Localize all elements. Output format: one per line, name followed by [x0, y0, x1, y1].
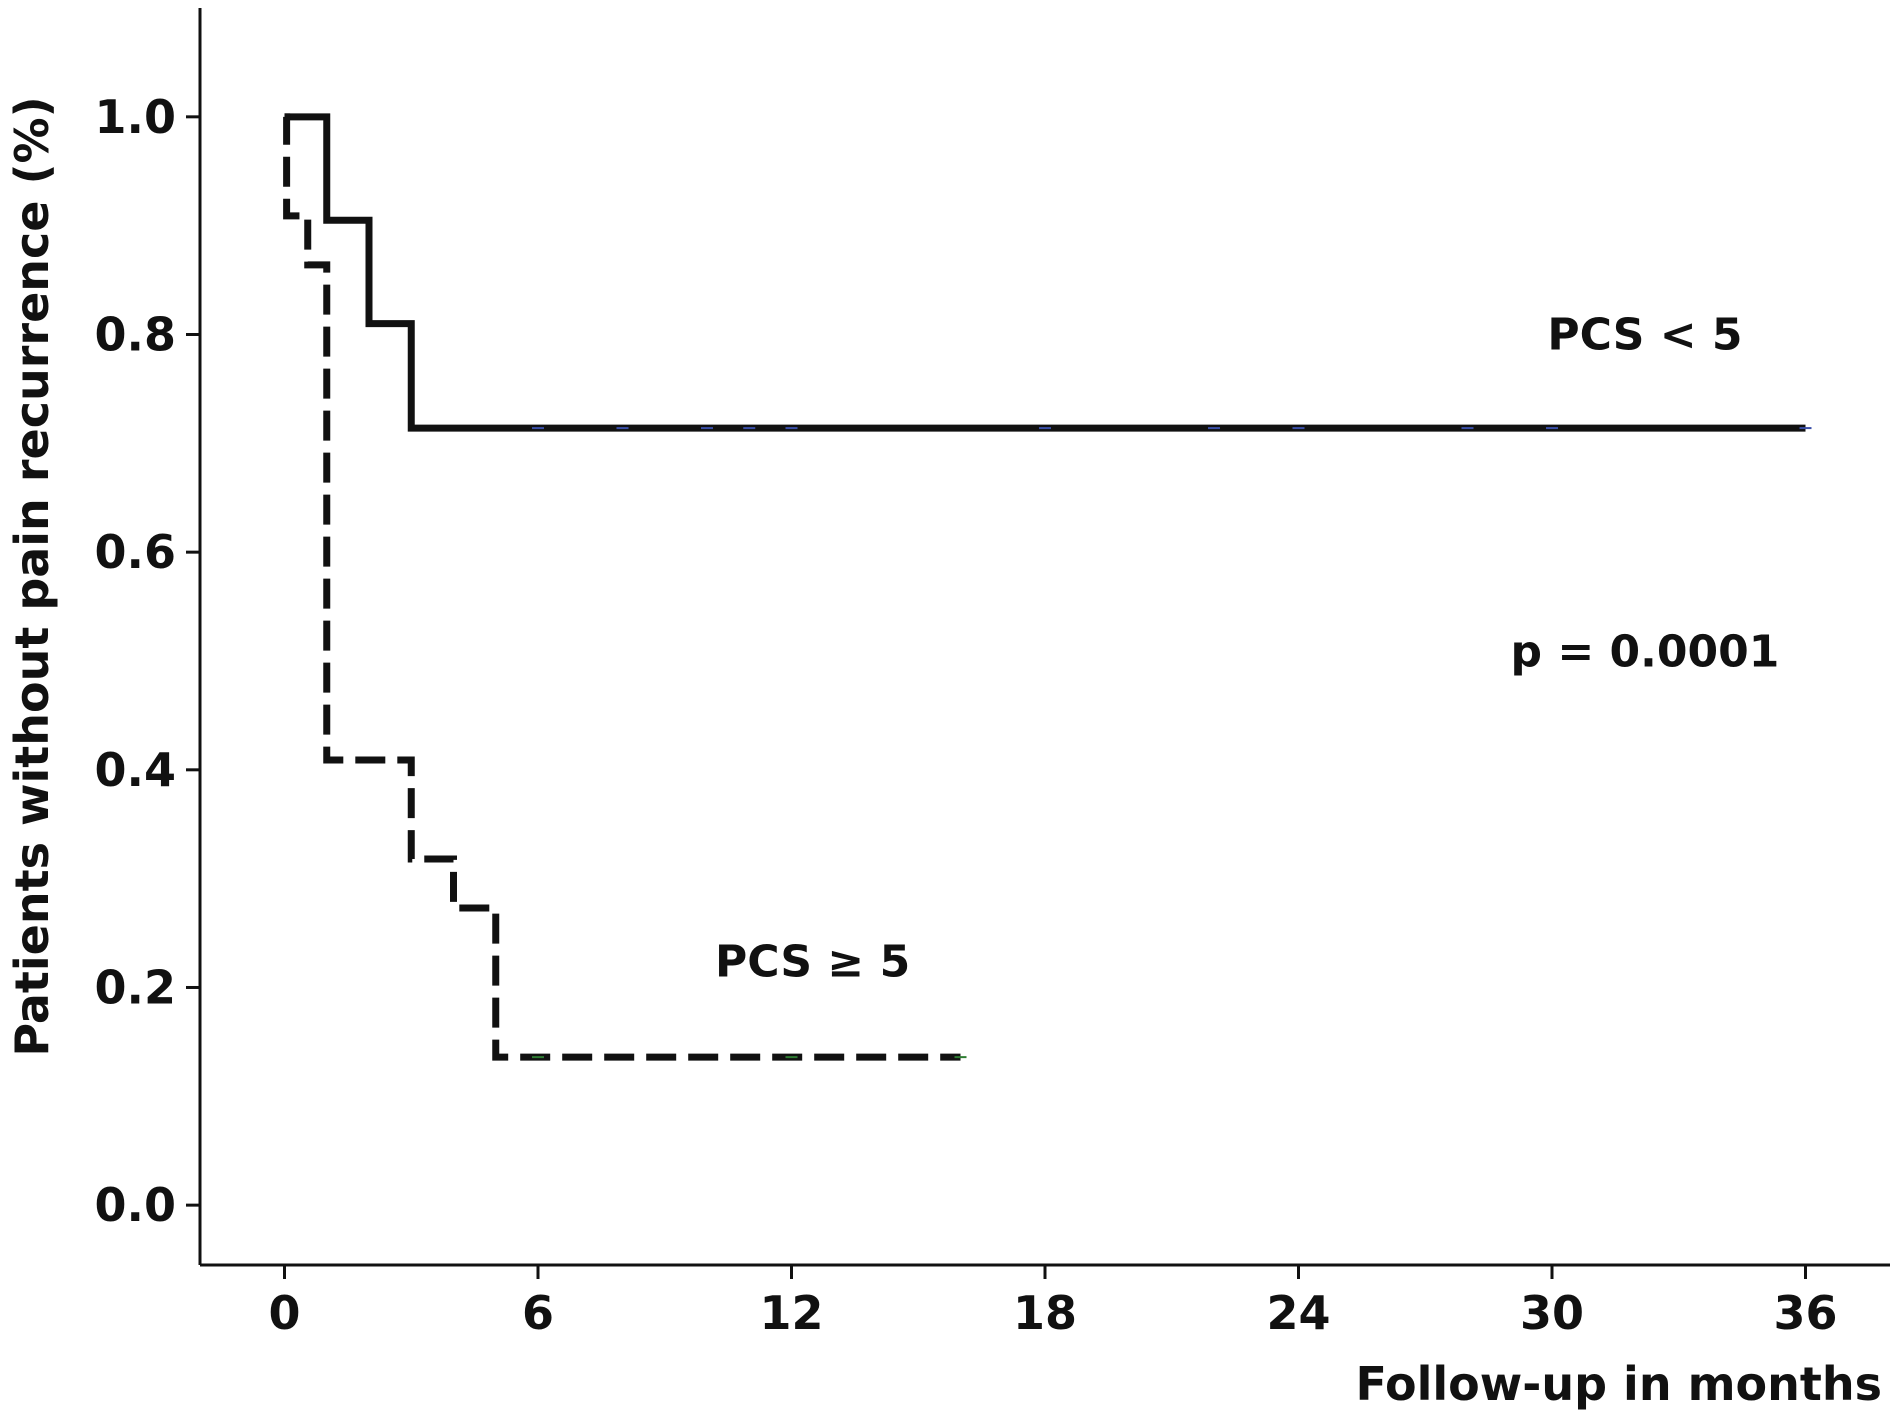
x-tick-label: 0 — [268, 1286, 300, 1340]
y-tick-label: 0.0 — [95, 1178, 177, 1232]
y-tick-label: 0.4 — [95, 743, 177, 797]
x-tick-label: 24 — [1266, 1286, 1330, 1340]
survival-curve-solid — [284, 113, 1806, 432]
survival-curve-dashed — [283, 113, 961, 1061]
annotation-p-value: p = 0.0001 — [1511, 626, 1780, 677]
annotation-pcs-low: PCS < 5 — [1547, 310, 1742, 361]
x-tick-label: 12 — [759, 1286, 823, 1340]
x-axis-title: Follow-up in months — [1355, 1357, 1882, 1411]
x-tick-label: 6 — [522, 1286, 554, 1340]
x-tick-label: 36 — [1773, 1286, 1837, 1340]
x-ticks: 0 6 12 18 24 30 36 — [268, 1265, 1838, 1340]
y-tick-label: 0.2 — [95, 960, 177, 1014]
y-tick-label: 0.8 — [95, 307, 177, 361]
y-axis-title: Patients without pain recurrence (%) — [5, 96, 59, 1056]
annotation-layer: PCS < 5 PCS ≥ 5 p = 0.0001 — [715, 310, 1779, 988]
series-layer — [283, 113, 1812, 1061]
y-tick-label: 0.6 — [95, 525, 177, 579]
x-tick-label: 30 — [1520, 1286, 1584, 1340]
y-tick-label: 1.0 — [95, 90, 177, 144]
annotation-pcs-high: PCS ≥ 5 — [715, 937, 910, 988]
x-tick-label: 18 — [1013, 1286, 1077, 1340]
y-ticks: 0.0 0.2 0.4 0.6 0.8 1.0 — [95, 90, 200, 1232]
